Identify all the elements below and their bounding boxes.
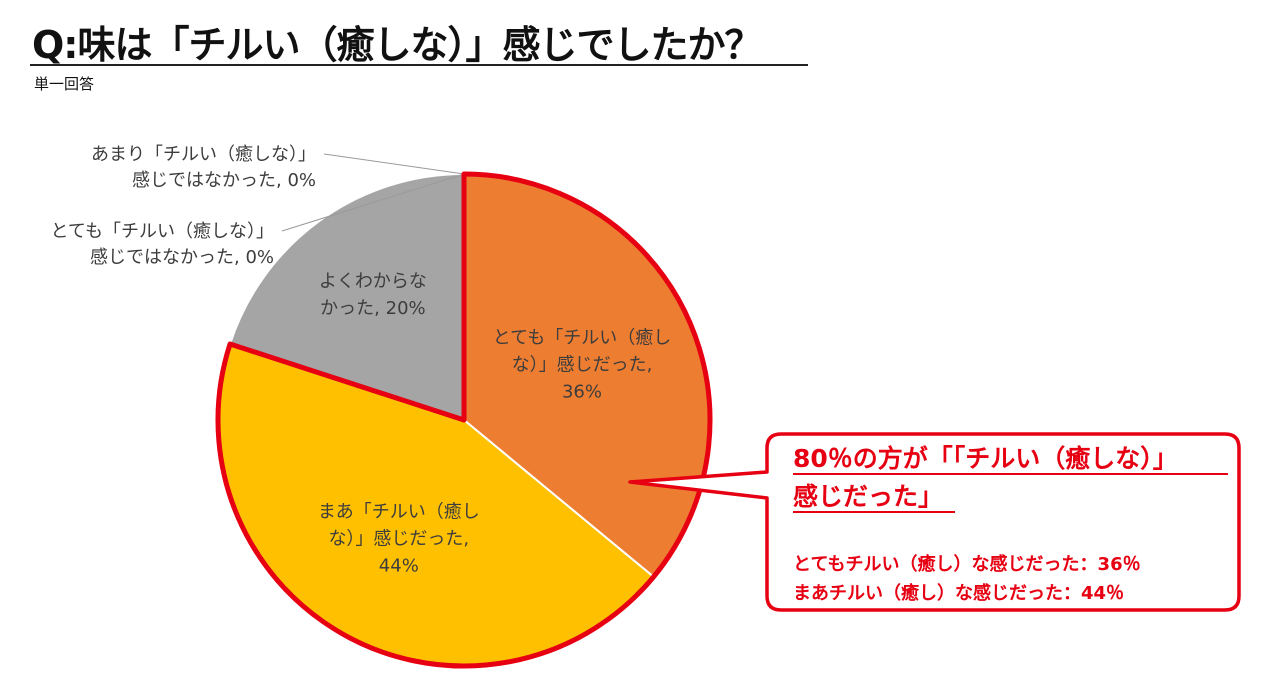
leader-line-3 [281, 173, 465, 232]
slice-label-4: あまり「チルい（癒しな）」感じではなかった, 0% [91, 144, 316, 191]
callout: 80％の方が「「チルい（癒しな）」 感じだった」 とてもチルい（癒し）な感じだっ… [628, 432, 1241, 612]
slice-label-0-line-2: 36% [562, 381, 602, 402]
slice-label-0-line-0: とても「チルい（癒し [493, 327, 672, 348]
callout-detail-2: まあチルい（癒し）な感じだった：44％ [793, 582, 1124, 604]
callout-headline-line-1: 80％の方が「「チルい（癒しな）」 [793, 444, 1178, 473]
callout-box [628, 432, 1241, 612]
highlight-outline [215, 171, 713, 669]
callout-detail-1: とてもチルい（癒し）な感じだった：36％ [793, 553, 1141, 575]
slice-label-1-line-0: まあ「チルい（癒し [318, 502, 480, 523]
pie-slice-2 [228, 172, 465, 422]
slice-label-0: とても「チルい（癒しな）」感じだった, 36% [493, 327, 672, 402]
slice-label-2-line-1: かった, 20% [320, 298, 425, 319]
leader-lines [281, 153, 465, 232]
leader-line-4 [323, 153, 465, 175]
slice-label-3-line-0: とても「チルい（癒しな）」 [50, 221, 274, 242]
slice-label-4-line-0: あまり「チルい（癒しな）」 [91, 144, 316, 165]
title-underline [30, 64, 808, 66]
page-title: Q:味は「チルい（癒しな）」感じでしたか？ [32, 23, 763, 67]
slice-label-1-line-2: 44% [379, 556, 419, 577]
answer-type-note: 単一回答 [34, 75, 95, 93]
slice-label-3-line-1: 感じではなかった, 0% [90, 247, 274, 268]
slice-label-3: とても「チルい（癒しな）」感じではなかった, 0% [50, 221, 274, 268]
slice-label-1: まあ「チルい（癒しな）」感じだった, 44% [318, 502, 480, 577]
slice-label-2-line-0: よくわからな [319, 271, 427, 292]
slice-labels: とても「チルい（癒しな）」感じだった, 36%まあ「チルい（癒しな）」感じだった,… [50, 144, 671, 577]
slice-label-1-line-1: な）」感じだった, [328, 529, 469, 550]
slice-label-4-line-1: 感じではなかった, 0% [132, 170, 316, 191]
slice-label-0-line-1: な）」感じだった, [512, 354, 653, 375]
callout-headline-line-2: 感じだった」 [793, 482, 943, 511]
pie-slices [217, 172, 711, 667]
slice-label-2: よくわからなかった, 20% [319, 271, 427, 319]
